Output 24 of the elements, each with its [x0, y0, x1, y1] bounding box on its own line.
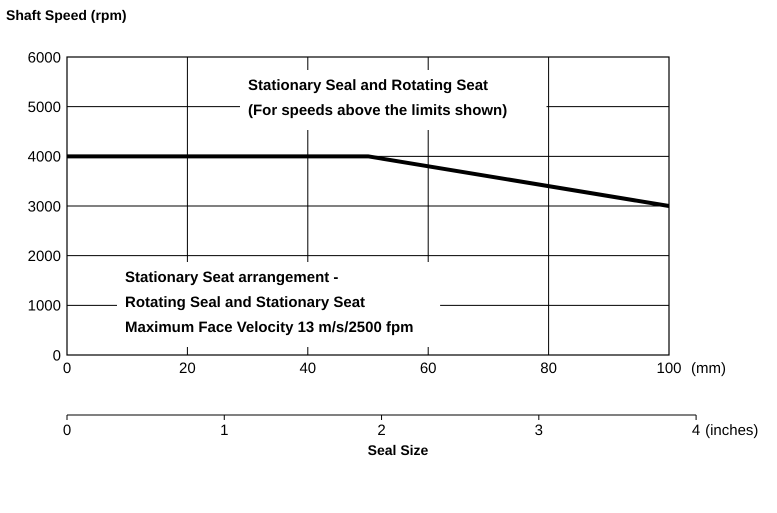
x-tick-label: 80: [540, 360, 557, 377]
y-tick-label: 2000: [28, 248, 61, 265]
x-tick-label: 40: [299, 360, 316, 377]
y-tick-label: 4000: [28, 148, 61, 166]
x2-axis-title: (inches): [705, 422, 758, 439]
x2-tick-label: 1: [220, 422, 228, 439]
x-tick-label: 0: [62, 360, 72, 377]
y-tick-label: 1000: [28, 298, 61, 315]
y-tick-label: 5000: [28, 98, 61, 116]
x2-tick-label: 4: [692, 422, 700, 439]
y-tick-label: 0: [52, 347, 61, 364]
annotation: Stationary Seal and Rotating Seat (For speeds above the limits shown): [248, 77, 508, 119]
x-axis-title: Seal Size: [368, 442, 429, 458]
y-axis-title: Shaft Speed (rpm): [6, 7, 127, 23]
x2-tick-label: 0: [62, 422, 72, 439]
y-tick-label: 6000: [28, 49, 61, 66]
x-tick-label: 60: [420, 360, 437, 377]
annotation: Stationary Seat arrangement - Rotating Seal and Stationary Seat Maximum Face Velocity 13 m/s/2500 fpm: [125, 269, 414, 336]
x2-tick-label: 2: [377, 422, 386, 439]
x-tick-label: 20: [179, 360, 196, 377]
y-tick-label: 3000: [28, 198, 61, 216]
text: (mm): [691, 360, 726, 377]
x2-tick-label: 3: [534, 422, 543, 439]
x-tick-label: 100: [656, 360, 682, 377]
